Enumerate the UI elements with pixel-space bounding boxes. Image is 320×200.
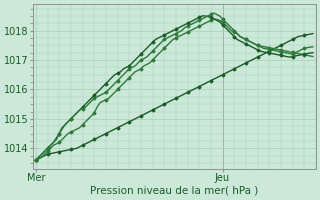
X-axis label: Pression niveau de la mer( hPa ): Pression niveau de la mer( hPa ) [90,186,259,196]
